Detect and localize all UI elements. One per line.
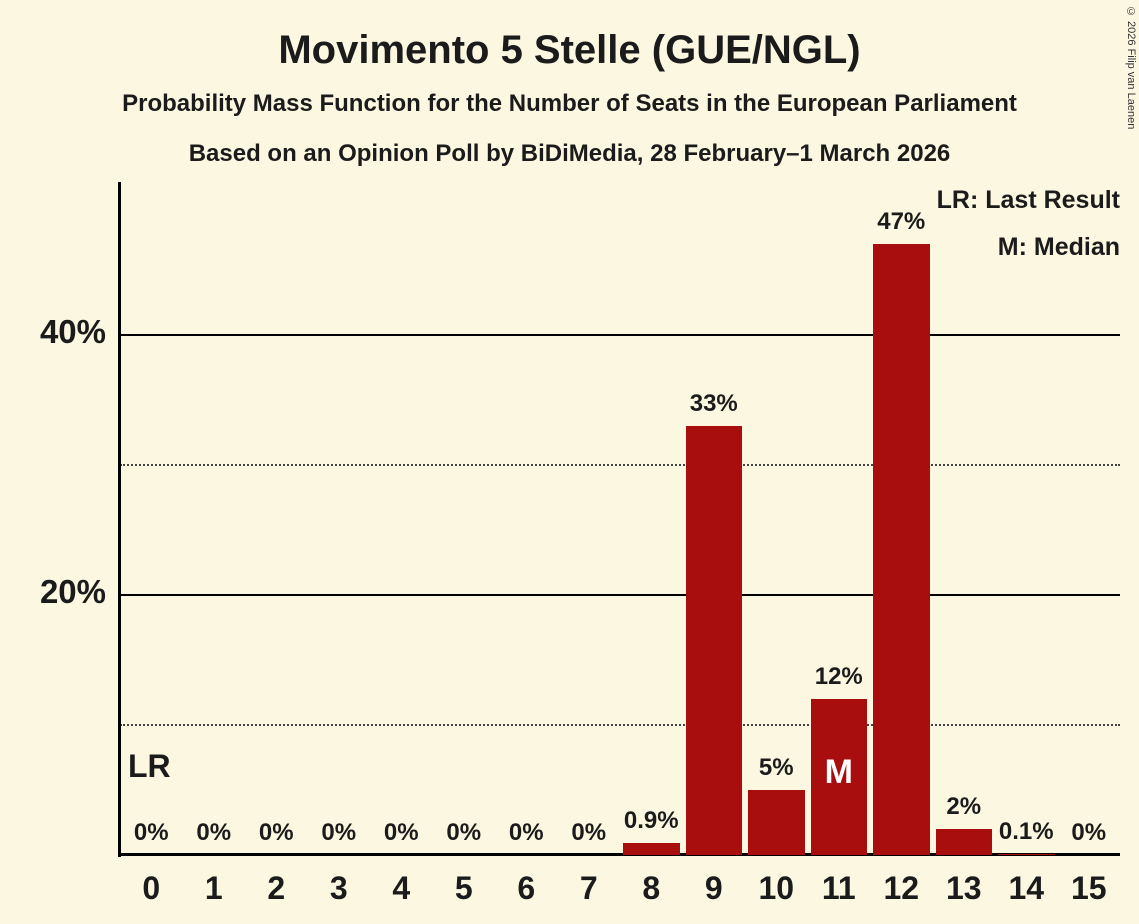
bar-value-label-seat-7: 0% xyxy=(571,819,607,846)
x-axis-label-seat-5: 5 xyxy=(454,870,473,906)
legend-median: M: Median xyxy=(997,233,1120,261)
bar-seat-13 xyxy=(935,829,992,855)
y-axis-line xyxy=(118,182,121,857)
chart-subtitle-poll: Based on an Opinion Poll by BiDiMedia, 2… xyxy=(188,140,951,167)
x-axis-label-seat-1: 1 xyxy=(204,870,223,906)
gridline-40pct xyxy=(120,334,1120,337)
x-axis-label-seat-10: 10 xyxy=(758,870,795,906)
bar-seat-8 xyxy=(623,843,680,855)
bar-value-label-seat-12: 47% xyxy=(877,208,926,235)
bar-value-label-seat-3: 0% xyxy=(321,819,357,846)
bar-value-label-seat-11: 12% xyxy=(814,663,863,690)
gridline-30pct xyxy=(120,464,1120,467)
legend-last-result: LR: Last Result xyxy=(936,186,1120,214)
bar-value-label-seat-5: 0% xyxy=(446,819,482,846)
copyright-note: © 2026 Filip van Laenen xyxy=(1125,6,1137,130)
x-axis-label-seat-0: 0 xyxy=(142,870,161,906)
x-axis-label-seat-4: 4 xyxy=(392,870,411,906)
bar-value-label-seat-4: 0% xyxy=(383,819,419,846)
chart-subtitle: Probability Mass Function for the Number… xyxy=(122,90,1017,117)
bar-value-label-seat-9: 33% xyxy=(689,390,738,417)
x-axis-label-seat-2: 2 xyxy=(267,870,286,906)
bar-value-label-seat-2: 0% xyxy=(258,819,294,846)
gridline-10pct xyxy=(120,724,1120,727)
last-result-marker: LR xyxy=(128,748,171,784)
x-axis-line xyxy=(118,853,1120,856)
bar-value-label-seat-15: 0% xyxy=(1071,819,1107,846)
bar-value-label-seat-14: 0.1% xyxy=(998,818,1054,845)
bar-value-label-seat-6: 0% xyxy=(508,819,544,846)
x-axis-label-seat-7: 7 xyxy=(579,870,598,906)
bar-value-label-seat-10: 5% xyxy=(758,754,794,781)
median-marker: M xyxy=(824,753,853,791)
x-axis-label-seat-13: 13 xyxy=(945,870,982,906)
x-axis-label-seat-14: 14 xyxy=(1008,870,1045,906)
x-axis-label-seat-6: 6 xyxy=(517,870,536,906)
bar-seat-11 xyxy=(810,699,867,855)
x-axis-label-seat-15: 15 xyxy=(1070,870,1107,906)
bar-seat-9 xyxy=(685,426,742,855)
bar-seat-14 xyxy=(998,854,1055,855)
x-axis-label-seat-3: 3 xyxy=(329,870,348,906)
bar-seat-12 xyxy=(873,244,930,855)
bar-value-label-seat-0: 0% xyxy=(133,819,169,846)
y-axis-tick-40pct: 40% xyxy=(39,313,106,351)
chart-title: Movimento 5 Stelle (GUE/NGL) xyxy=(278,28,861,72)
x-axis-label-seat-8: 8 xyxy=(642,870,661,906)
bar-value-label-seat-8: 0.9% xyxy=(623,807,679,834)
gridline-20pct xyxy=(120,594,1120,597)
x-axis-label-seat-11: 11 xyxy=(821,870,856,906)
y-axis-tick-20pct: 20% xyxy=(39,573,106,611)
x-axis-label-seat-9: 9 xyxy=(704,870,723,906)
bar-value-label-seat-13: 2% xyxy=(946,793,982,820)
bar-seat-10 xyxy=(748,790,805,855)
x-axis-label-seat-12: 12 xyxy=(883,870,920,906)
bar-value-label-seat-1: 0% xyxy=(196,819,232,846)
